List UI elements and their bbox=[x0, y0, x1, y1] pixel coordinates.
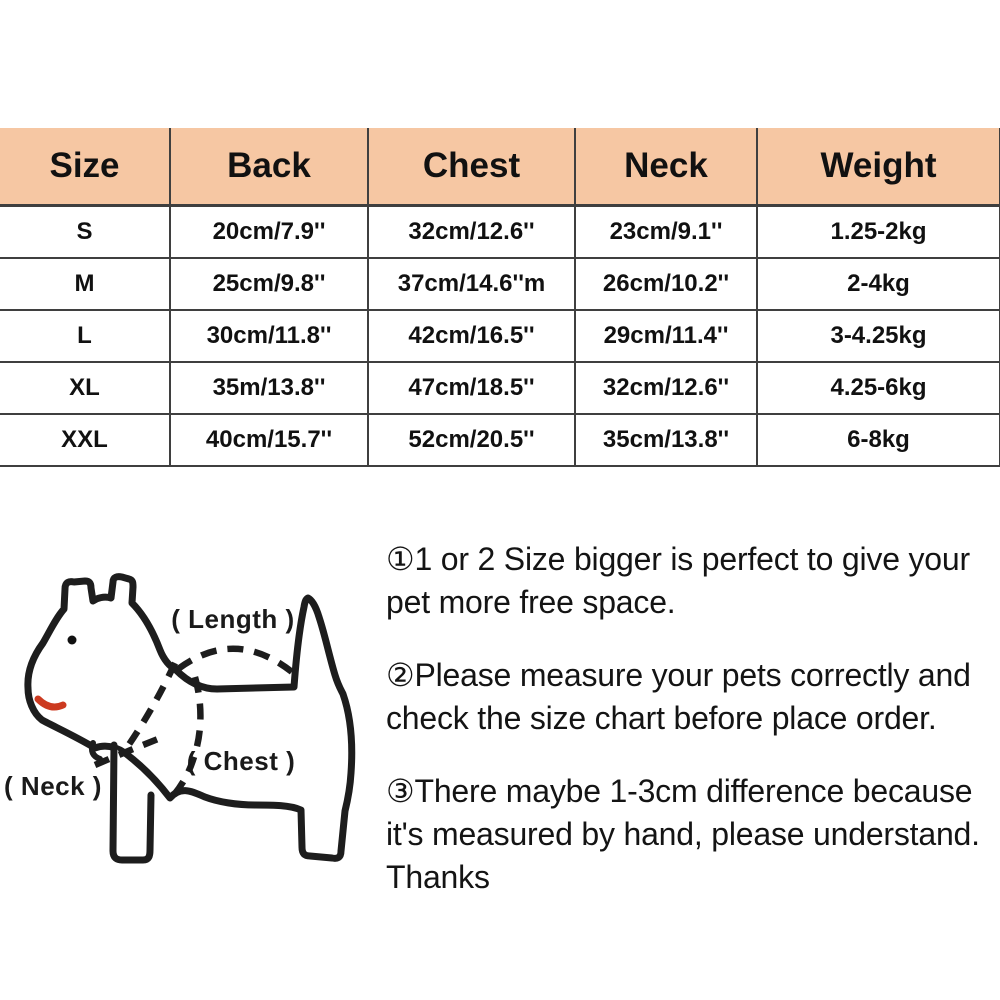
neck-label: ( Neck ) bbox=[5, 771, 102, 801]
note-1: ①1 or 2 Size bigger is perfect to give y… bbox=[386, 541, 970, 620]
back-cell: 35m/13.8'' bbox=[169, 361, 369, 415]
column-header-chest: Chest bbox=[367, 128, 576, 207]
neck-cell: 35cm/13.8'' bbox=[574, 413, 758, 467]
column-header-back: Back bbox=[169, 128, 369, 207]
dog-front-leg bbox=[109, 741, 155, 864]
column-header-size: Size bbox=[0, 128, 171, 207]
neck-cell: 23cm/9.1'' bbox=[574, 204, 758, 259]
notes-block: ①1 or 2 Size bigger is perfect to give y… bbox=[386, 538, 1000, 929]
note-3: ③There maybe 1-3cm difference because it… bbox=[386, 773, 980, 895]
dog-measurement-diagram-icon: ( Length ) ( Chest ) ( Neck ) bbox=[5, 573, 356, 864]
table-row: L 30cm/11.8'' 42cm/16.5'' 29cm/11.4'' 3-… bbox=[0, 309, 1000, 363]
size-cell: XXL bbox=[0, 413, 171, 467]
back-cell: 40cm/15.7'' bbox=[169, 413, 369, 467]
dog-chest-hook bbox=[88, 740, 103, 762]
chest-cell: 52cm/20.5'' bbox=[367, 413, 576, 467]
table-row: XXL 40cm/15.7'' 52cm/20.5'' 35cm/13.8'' … bbox=[0, 413, 1000, 467]
dog-outline bbox=[24, 573, 356, 862]
back-cell: 25cm/9.8'' bbox=[169, 257, 369, 311]
size-cell: L bbox=[0, 309, 171, 363]
weight-cell: 4.25-6kg bbox=[756, 361, 1000, 415]
chest-cell: 32cm/12.6'' bbox=[367, 204, 576, 259]
table-row: XL 35m/13.8'' 47cm/18.5'' 32cm/12.6'' 4.… bbox=[0, 361, 1000, 415]
weight-cell: 1.25-2kg bbox=[756, 204, 1000, 259]
dog-eye-dot bbox=[67, 635, 77, 645]
weight-cell: 6-8kg bbox=[756, 413, 1000, 467]
chest-cell: 37cm/14.6''m bbox=[367, 257, 576, 311]
size-table: Size Back Chest Neck Weight S 20cm/7.9''… bbox=[0, 128, 1000, 467]
column-header-weight: Weight bbox=[756, 128, 1000, 207]
size-cell: S bbox=[0, 204, 171, 259]
table-row: S 20cm/7.9'' 32cm/12.6'' 23cm/9.1'' 1.25… bbox=[0, 204, 1000, 259]
table-row: M 25cm/9.8'' 37cm/14.6''m 26cm/10.2'' 2-… bbox=[0, 257, 1000, 311]
chest-measure-line bbox=[169, 676, 204, 800]
table-header-row: Size Back Chest Neck Weight bbox=[0, 128, 1000, 207]
note-2: ②Please measure your pets correctly and … bbox=[386, 657, 971, 736]
length-label: ( Length ) bbox=[171, 604, 294, 634]
weight-cell: 2-4kg bbox=[756, 257, 1000, 311]
dog-mouth-stroke bbox=[34, 695, 67, 711]
neck-cell: 26cm/10.2'' bbox=[574, 257, 758, 311]
neck-cell: 29cm/11.4'' bbox=[574, 309, 758, 363]
size-cell: XL bbox=[0, 361, 171, 415]
back-cell: 30cm/11.8'' bbox=[169, 309, 369, 363]
weight-cell: 3-4.25kg bbox=[756, 309, 1000, 363]
column-header-neck: Neck bbox=[574, 128, 758, 207]
neck-cell: 32cm/12.6'' bbox=[574, 361, 758, 415]
neck-measure-line bbox=[93, 661, 178, 768]
length-measure-line bbox=[176, 645, 295, 675]
chest-cell: 42cm/16.5'' bbox=[367, 309, 576, 363]
chest-cell: 47cm/18.5'' bbox=[367, 361, 576, 415]
chest-label: ( Chest ) bbox=[187, 746, 296, 776]
size-cell: M bbox=[0, 257, 171, 311]
back-cell: 20cm/7.9'' bbox=[169, 204, 369, 259]
